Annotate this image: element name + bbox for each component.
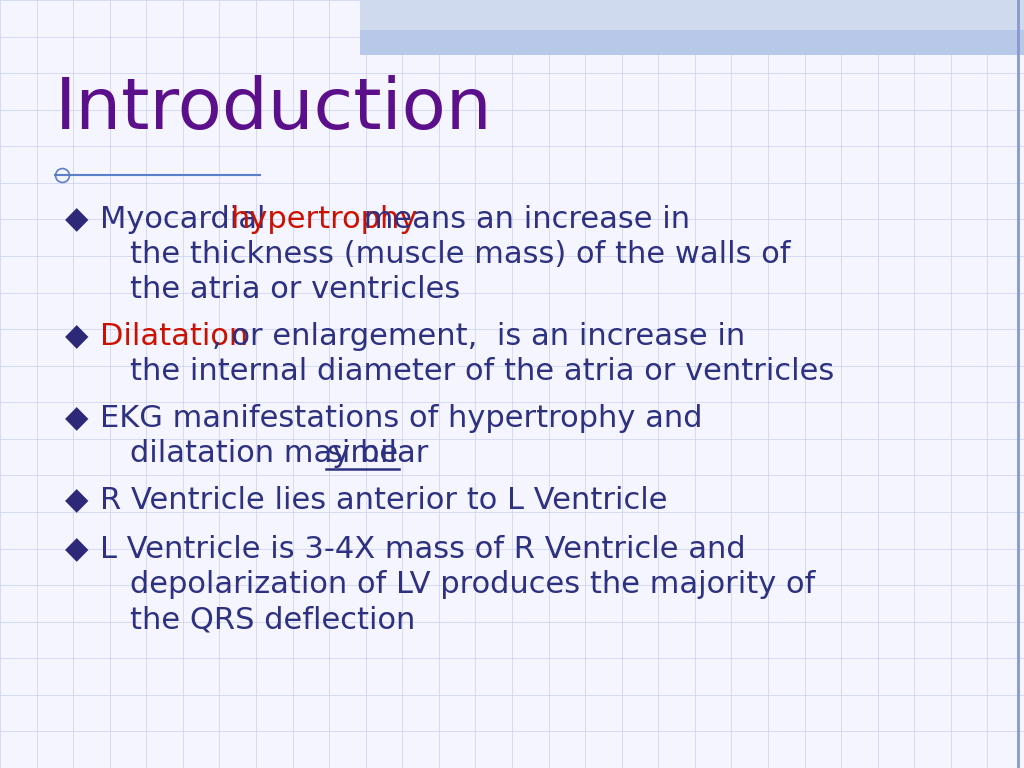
Text: dilatation may be: dilatation may be <box>130 439 408 468</box>
Text: , or enlargement,  is an increase in: , or enlargement, is an increase in <box>212 322 745 351</box>
Bar <box>360 0 1024 55</box>
Bar <box>360 0 1024 30</box>
Text: EKG manifestations of hypertrophy and: EKG manifestations of hypertrophy and <box>100 404 702 433</box>
Text: Introduction: Introduction <box>55 75 493 144</box>
Text: ◆: ◆ <box>65 486 88 515</box>
Text: similar: similar <box>326 439 428 468</box>
Text: ◆: ◆ <box>65 404 88 433</box>
Text: means an increase in: means an increase in <box>354 205 690 234</box>
Text: ◆: ◆ <box>65 205 88 234</box>
Text: R Ventricle lies anterior to L Ventricle: R Ventricle lies anterior to L Ventricle <box>100 486 668 515</box>
Text: ◆: ◆ <box>65 322 88 351</box>
Text: the QRS deflection: the QRS deflection <box>130 605 416 634</box>
Text: hypertrophy: hypertrophy <box>230 205 418 234</box>
Text: the thickness (muscle mass) of the walls of: the thickness (muscle mass) of the walls… <box>130 240 791 269</box>
Text: Dilatation: Dilatation <box>100 322 248 351</box>
Text: the internal diameter of the atria or ventricles: the internal diameter of the atria or ve… <box>130 357 835 386</box>
Text: Myocardial: Myocardial <box>100 205 275 234</box>
Text: depolarization of LV produces the majority of: depolarization of LV produces the majori… <box>130 570 815 599</box>
Text: L Ventricle is 3-4X mass of R Ventricle and: L Ventricle is 3-4X mass of R Ventricle … <box>100 535 745 564</box>
Text: the atria or ventricles: the atria or ventricles <box>130 275 460 304</box>
Text: ◆: ◆ <box>65 535 88 564</box>
